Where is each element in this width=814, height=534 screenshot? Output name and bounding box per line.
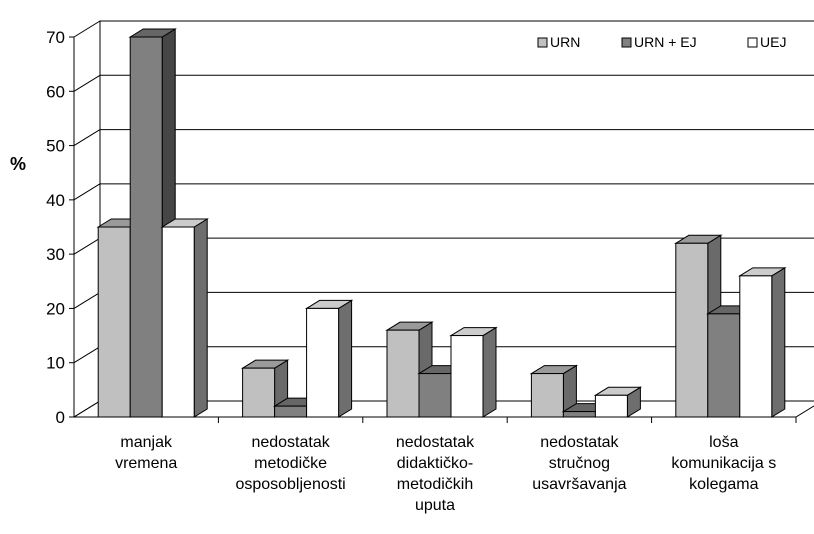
bar-side	[482, 326, 497, 418]
legend-swatch	[537, 37, 548, 48]
legend-label: UEJ	[760, 34, 786, 50]
x-tick-label-line: osposobljenosti	[235, 476, 345, 493]
bar	[529, 364, 579, 418]
axis-labels: % manjak vremena nedostatak metodičke osposo…	[10, 154, 776, 514]
gridline-diag	[73, 346, 101, 364]
x-tick-label-line: loša	[709, 434, 738, 451]
bar	[304, 299, 354, 418]
x-tick-label: nedostatak didaktičko-metodičkih uputa	[396, 434, 475, 514]
gridline-diag	[73, 74, 101, 92]
legend-swatch	[747, 37, 758, 48]
bar-front	[530, 373, 564, 418]
x-tick-label: nedostatak stručnog usavršavanja	[532, 434, 626, 493]
x-tick-label-line: nedostatak	[251, 434, 330, 451]
y-axis-label: %	[10, 154, 26, 174]
y-tick-label: 30	[46, 245, 65, 264]
bar-side	[193, 218, 208, 418]
bar-front	[675, 242, 709, 418]
y-tick-label: 60	[46, 82, 65, 101]
x-tick-label-line: metodičke	[254, 455, 327, 472]
bar-front	[739, 275, 773, 418]
bar-front	[161, 226, 195, 418]
bar-front	[562, 411, 596, 418]
gridline-diag	[73, 20, 101, 38]
legend: URN URN + EJ UEJ	[537, 34, 786, 50]
x-tick-label-line: didaktičko-	[397, 455, 473, 472]
bar-front	[97, 226, 131, 418]
y-tick-label: 50	[46, 137, 65, 156]
legend-entry: URN	[537, 34, 580, 50]
bar-front	[450, 335, 484, 418]
bar	[160, 218, 209, 418]
axes: 0 10 20 30 40 50 60 70	[46, 28, 797, 427]
legend-label: URN	[550, 34, 580, 50]
bar-front	[418, 373, 452, 418]
bar-side	[771, 266, 786, 418]
y-tick-label: 20	[46, 299, 65, 318]
x-tick-label-line: manjak	[120, 434, 173, 451]
bar-front	[707, 313, 741, 418]
legend-swatch	[621, 37, 632, 48]
bar	[738, 266, 787, 418]
bar-front	[242, 367, 276, 418]
bar	[449, 326, 498, 418]
bar-front	[386, 329, 420, 418]
legend-entry: UEJ	[747, 34, 786, 50]
x-tick-label: loša komunikacija s kolegama	[671, 434, 776, 493]
gridline-diag	[73, 400, 101, 418]
bar-front	[306, 307, 340, 418]
legend-entry: URN + EJ	[621, 34, 697, 50]
x-tick-label-line: uputa	[415, 497, 455, 514]
gridline-diag	[73, 183, 101, 201]
bars	[96, 28, 787, 418]
bar-side	[338, 299, 353, 418]
y-tick-label: 0	[56, 408, 65, 427]
x-tick-label-line: nedostatak	[540, 434, 619, 451]
x-tick-label-line: komunikacija s	[671, 455, 776, 472]
y-tick-label: 40	[46, 191, 65, 210]
y-tick-label: 70	[46, 28, 65, 47]
bar-front	[594, 394, 628, 418]
gridline-diag	[73, 237, 101, 255]
gridline-diag	[73, 129, 101, 146]
bar-front	[129, 36, 163, 418]
x-tick-label: nedostatak metodičke osposobljenosti	[235, 434, 345, 493]
gridline-diag	[73, 292, 101, 309]
bar-front	[274, 405, 308, 418]
x-tick-label-line: nedostatak	[396, 434, 475, 451]
y-tick-label: 10	[46, 354, 65, 373]
x-tick-label-line: kolegama	[689, 476, 758, 493]
bar	[593, 386, 643, 418]
x-tick-label-line: vremena	[115, 455, 177, 472]
x-tick-label-line: stručnog	[549, 455, 610, 472]
x-tick-label-line: metodičkih	[397, 476, 473, 493]
x-tick-label: manjak vremena	[115, 434, 177, 472]
legend-label: URN + EJ	[634, 34, 697, 50]
x-tick-label-line: usavršavanja	[532, 476, 626, 493]
